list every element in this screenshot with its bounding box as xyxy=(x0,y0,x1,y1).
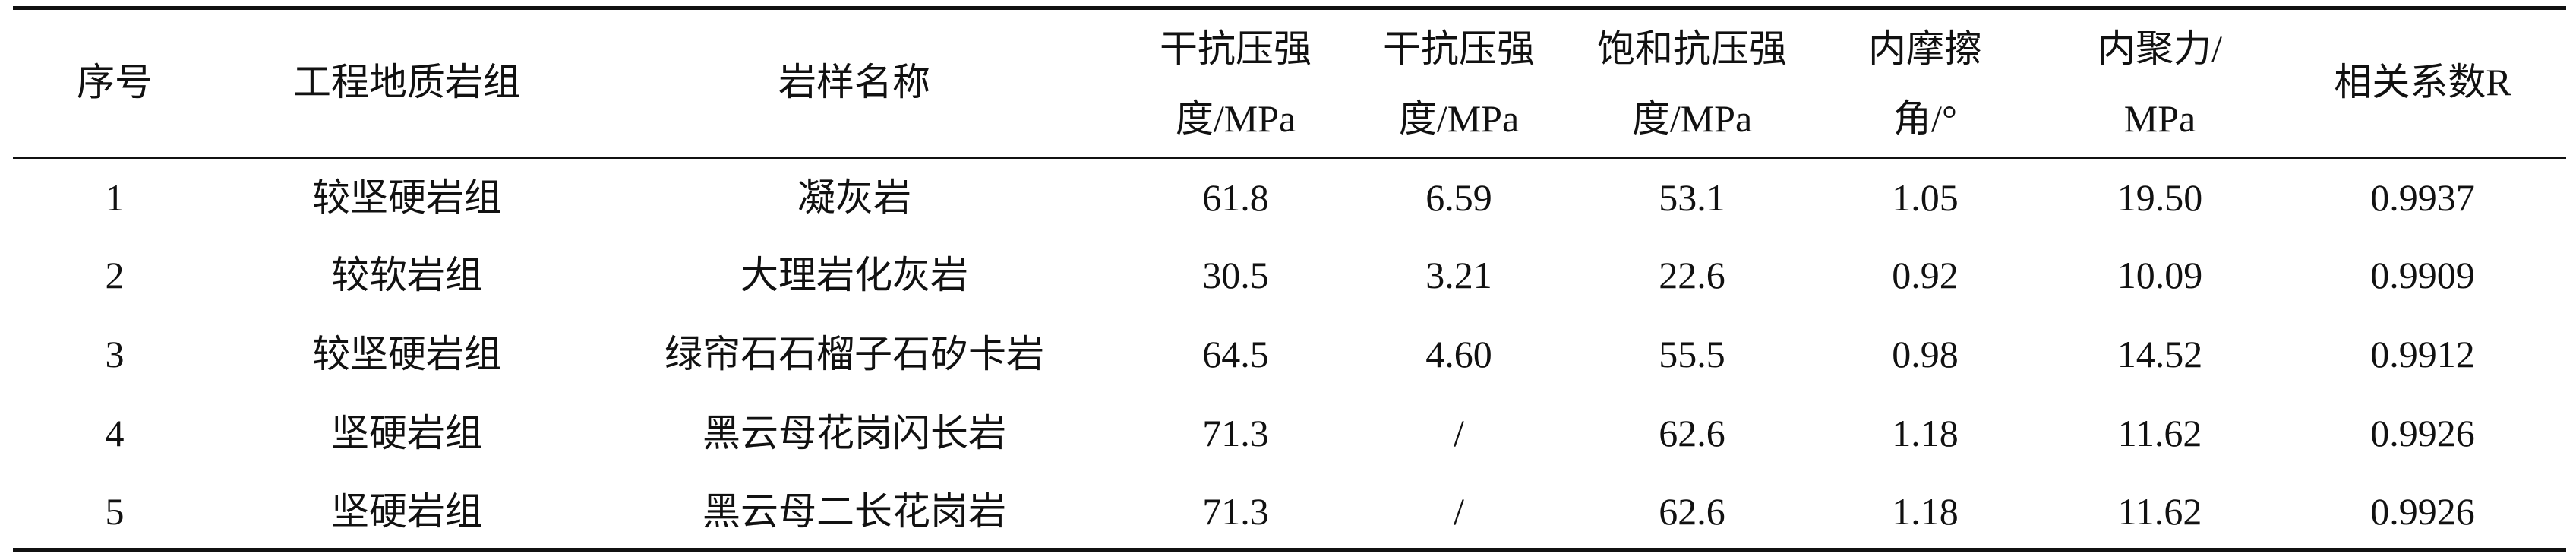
table-cell: 55.5 xyxy=(1659,333,1725,375)
top-rule xyxy=(13,6,2566,10)
table-cell: 较坚硬岩组 xyxy=(312,176,502,219)
table-cell: 凝灰岩 xyxy=(797,176,911,219)
table-cell: 6.59 xyxy=(1425,176,1492,219)
table-cell: 坚硬岩组 xyxy=(331,412,483,454)
table-cell: 较软岩组 xyxy=(331,254,483,296)
table-cell: 62.6 xyxy=(1659,490,1725,533)
table-cell: 3.21 xyxy=(1425,254,1492,296)
table-cell: / xyxy=(1454,412,1464,454)
table-cell: 30.5 xyxy=(1202,254,1269,296)
table-cell: 11.62 xyxy=(2117,490,2202,533)
header-cell: 干抗压强 xyxy=(1160,27,1312,70)
table-cell: 4.60 xyxy=(1425,333,1492,375)
table-cell: 1.18 xyxy=(1892,490,1959,533)
header-cell: 饱和抗压强 xyxy=(1597,27,1787,70)
header-cell: 相关系数R xyxy=(2334,61,2511,103)
table-cell: 0.9937 xyxy=(2370,176,2475,219)
table-cell: 坚硬岩组 xyxy=(331,490,483,533)
table-cell: 14.52 xyxy=(2117,333,2203,375)
table-cell: 1 xyxy=(105,176,125,219)
table-cell: 较坚硬岩组 xyxy=(312,333,502,375)
header-rule xyxy=(13,157,2566,159)
table-cell: 绿帘石石榴子石矽卡岩 xyxy=(665,333,1044,375)
table-cell: 11.62 xyxy=(2117,412,2202,454)
header-cell: 工程地质岩组 xyxy=(293,61,521,103)
header-cell: 内聚力/ xyxy=(2098,27,2222,70)
table-cell: 0.98 xyxy=(1892,333,1959,375)
header-cell: 内摩擦 xyxy=(1868,27,1982,70)
table-cell: 10.09 xyxy=(2117,254,2203,296)
table-cell: 0.9912 xyxy=(2370,333,2475,375)
table-cell: 大理岩化灰岩 xyxy=(740,254,968,296)
table-cell: 黑云母花岗闪长岩 xyxy=(702,412,1006,454)
header-cell: 度/MPa xyxy=(1398,97,1520,140)
table-cell: 71.3 xyxy=(1202,490,1269,533)
table-cell: / xyxy=(1454,490,1464,533)
table-cell: 黑云母二长花岗岩 xyxy=(702,490,1006,533)
bottom-rule xyxy=(13,548,2566,552)
table-cell: 3 xyxy=(105,333,125,375)
table-cell: 2 xyxy=(105,254,125,296)
table-cell: 62.6 xyxy=(1659,412,1725,454)
table-cell: 64.5 xyxy=(1202,333,1269,375)
header-cell: MPa xyxy=(2123,97,2196,140)
table-cell: 4 xyxy=(105,412,125,454)
header-cell: 角/° xyxy=(1893,97,1957,140)
table-cell: 71.3 xyxy=(1202,412,1269,454)
table-cell: 61.8 xyxy=(1202,176,1269,219)
header-cell: 干抗压强 xyxy=(1383,27,1535,70)
header-cell: 序号 xyxy=(77,61,153,103)
table-cell: 0.9909 xyxy=(2370,254,2475,296)
table-cell: 53.1 xyxy=(1659,176,1725,219)
table-cell: 0.92 xyxy=(1892,254,1959,296)
table-cell: 0.9926 xyxy=(2370,412,2475,454)
table-cell: 19.50 xyxy=(2117,176,2203,219)
header-cell: 度/MPa xyxy=(1175,97,1296,140)
table-cell: 22.6 xyxy=(1659,254,1725,296)
header-cell: 岩样名称 xyxy=(778,61,930,103)
table-cell: 1.05 xyxy=(1892,176,1959,219)
header-cell: 度/MPa xyxy=(1631,97,1753,140)
table-cell: 5 xyxy=(105,490,125,533)
table-cell: 0.9926 xyxy=(2370,490,2475,533)
table-cell: 1.18 xyxy=(1892,412,1959,454)
